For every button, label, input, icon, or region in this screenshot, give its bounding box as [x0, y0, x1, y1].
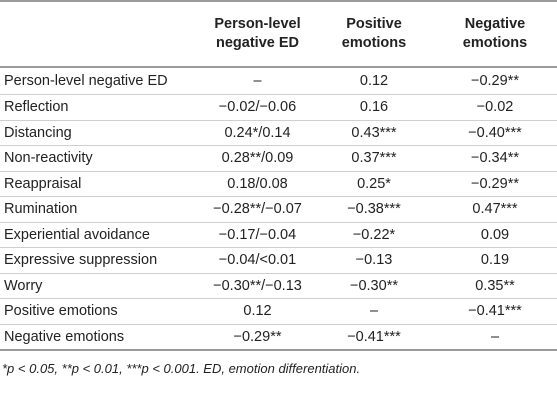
correlation-table: Person-level negative ED Positive emotio… [0, 0, 557, 351]
table-cell: −0.17/−0.04 [200, 222, 315, 248]
row-label: Positive emotions [0, 298, 200, 325]
table-cell: −0.04/<0.01 [200, 247, 315, 274]
table-cell: – [433, 324, 557, 351]
header-person-level-negative-ed: Person-level negative ED [200, 0, 315, 68]
row-label: Rumination [0, 196, 200, 223]
table-cell: 0.18/0.08 [200, 171, 315, 197]
row-label: Expressive suppression [0, 247, 200, 274]
row-label: Worry [0, 273, 200, 299]
table-cell: 0.24*/0.14 [200, 120, 315, 146]
table-cell: −0.30**/−0.13 [200, 273, 315, 299]
table-cell: 0.09 [433, 222, 557, 248]
table-cell: 0.35** [433, 273, 557, 299]
header-line: emotions [462, 35, 528, 51]
table-row: Positive emotions 0.12– −0.41*** [0, 298, 557, 325]
table-row: Negative emotions −0.29** −0.41*** – [0, 324, 557, 351]
table-cell: −0.22* [315, 222, 433, 248]
header-line: Positive [346, 16, 402, 32]
table-cell: −0.29** [433, 171, 557, 197]
table-row: Reappraisal 0.18/0.08 0.25* −0.29** [0, 171, 557, 197]
table-cell: −0.41*** [315, 324, 433, 351]
header-line: Negative [464, 16, 526, 32]
table-footnote: *p < 0.05, **p < 0.01, ***p < 0.001. ED,… [2, 361, 361, 376]
header-positive-emotions: Positive emotions [315, 0, 433, 68]
table-cell: 0.12 [315, 67, 433, 95]
table-cell: 0.16 [315, 94, 433, 121]
table-cell: 0.25* [315, 171, 433, 197]
header-line: emotions [341, 35, 407, 51]
row-label: Non-reactivity [0, 145, 200, 172]
table-cell: 0.43*** [315, 120, 433, 146]
table-cell: 0.47*** [433, 196, 557, 223]
table-cell: −0.13 [315, 247, 433, 274]
header-line: Person-level [214, 16, 301, 32]
table-cell: 0.37*** [315, 145, 433, 172]
row-label: Negative emotions [0, 324, 200, 351]
table-cell: – [315, 298, 433, 325]
table-row: Rumination −0.28**/−0.07 −0.38*** 0.47*** [0, 196, 557, 223]
table-row: Expressive suppression −0.04/<0.01 −0.13 0.… [0, 247, 557, 274]
row-label: Experiential avoidance [0, 222, 200, 248]
table-row: Person-level negative ED –0.12 −0.29** [0, 67, 557, 95]
table-row: Distancing 0.24*/0.14 0.43*** −0.40*** [0, 120, 557, 146]
table-cell: −0.40*** [433, 120, 557, 146]
table-cell: −0.02 [433, 94, 557, 121]
table-cell: −0.29** [433, 67, 557, 95]
header-line: negative ED [216, 35, 299, 51]
row-label: Distancing [0, 120, 200, 146]
table-header: Person-level negative ED Positive emotio… [0, 0, 557, 68]
table-row: Reflection −0.02/−0.06 0.16 −0.02 [0, 94, 557, 121]
table-cell: −0.38*** [315, 196, 433, 223]
table-row: Worry −0.30**/−0.13 −0.30** 0.35** [0, 273, 557, 299]
table-cell: −0.28**/−0.07 [200, 196, 315, 223]
table-cell: – [200, 67, 315, 95]
table-cell: −0.30** [315, 273, 433, 299]
header-negative-emotions: Negative emotions [433, 0, 557, 68]
table-cell: −0.34** [433, 145, 557, 172]
table-cell: 0.12 [200, 298, 315, 325]
table-row: Non-reactivity 0.28**/0.09 0.37*** −0.34** [0, 145, 557, 172]
table-container: Person-level negative ED Positive emotio… [0, 0, 557, 376]
table-cell: −0.41*** [433, 298, 557, 325]
header-row: Person-level negative ED Positive emotio… [0, 0, 557, 68]
table-cell: −0.02/−0.06 [200, 94, 315, 121]
table-cell: 0.28**/0.09 [200, 145, 315, 172]
table-row: Experiential avoidance −0.17/−0.04 −0.22* 0… [0, 222, 557, 248]
header-empty-cell [0, 0, 200, 68]
table-cell: 0.19 [433, 247, 557, 274]
row-label: Reflection [0, 94, 200, 121]
table-cell: −0.29** [200, 324, 315, 351]
row-label: Reappraisal [0, 171, 200, 197]
row-label: Person-level negative ED [0, 67, 200, 95]
table-body: Person-level negative ED –0.12 −0.29** Refl… [0, 67, 557, 351]
